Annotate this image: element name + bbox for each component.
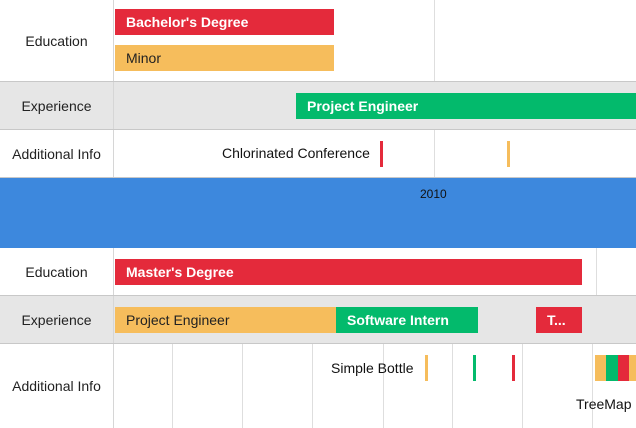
- bar-minor[interactable]: Minor: [115, 45, 334, 71]
- bar-project-engineer[interactable]: Project Engineer: [115, 307, 336, 333]
- gridline: [522, 344, 523, 428]
- event-label-simple-bottle: Simple Bottle: [331, 360, 414, 376]
- row-additional-info-top: Additional Info Chlorinated Conference: [0, 130, 636, 178]
- event-marker-treemap[interactable]: [595, 355, 606, 381]
- bar-masters-degree[interactable]: Master's Degree: [115, 259, 582, 285]
- bar-software-intern[interactable]: Software Intern: [336, 307, 478, 333]
- event-label-chlorinated-conference: Chlorinated Conference: [222, 145, 370, 161]
- event-marker[interactable]: [629, 355, 636, 381]
- gridline: [452, 344, 453, 428]
- bar-project-engineer[interactable]: Project Engineer: [296, 93, 636, 119]
- gridline: [596, 248, 597, 295]
- bar-truncated-experience[interactable]: T...: [536, 307, 582, 333]
- row-experience-top: Experience Project Engineer: [0, 82, 636, 130]
- gridline: [312, 344, 313, 428]
- row-additional-info-bottom: Additional Info Simple Bottle TreeMap: [0, 344, 636, 428]
- row-label-experience: Experience: [0, 296, 114, 343]
- row-label-additional-info: Additional Info: [0, 130, 114, 177]
- gridline: [172, 344, 173, 428]
- row-label-education: Education: [0, 0, 114, 81]
- event-marker[interactable]: [618, 355, 629, 381]
- year-label: 2010: [420, 187, 447, 201]
- year-band: 2010: [0, 178, 636, 248]
- row-label-experience: Experience: [0, 82, 114, 129]
- event-marker[interactable]: [507, 141, 510, 167]
- event-marker-simple-bottle[interactable]: [425, 355, 428, 381]
- gridline: [242, 344, 243, 428]
- event-marker[interactable]: [606, 355, 618, 381]
- row-label-additional-info: Additional Info: [0, 344, 114, 428]
- gridline: [592, 344, 593, 428]
- event-label-treemap: TreeMap: [576, 396, 632, 412]
- row-education-bottom: Education Master's Degree: [0, 248, 636, 296]
- row-label-education: Education: [0, 248, 114, 295]
- gridline: [434, 130, 435, 177]
- event-marker-chlorinated-conference[interactable]: [380, 141, 383, 167]
- gridline: [434, 0, 435, 81]
- row-education-top: Education Bachelor's Degree Minor: [0, 0, 636, 82]
- row-experience-bottom: Experience Project Engineer Software Int…: [0, 296, 636, 344]
- gridline: [383, 344, 384, 428]
- event-marker[interactable]: [473, 355, 476, 381]
- bar-bachelors-degree[interactable]: Bachelor's Degree: [115, 9, 334, 35]
- event-marker[interactable]: [512, 355, 515, 381]
